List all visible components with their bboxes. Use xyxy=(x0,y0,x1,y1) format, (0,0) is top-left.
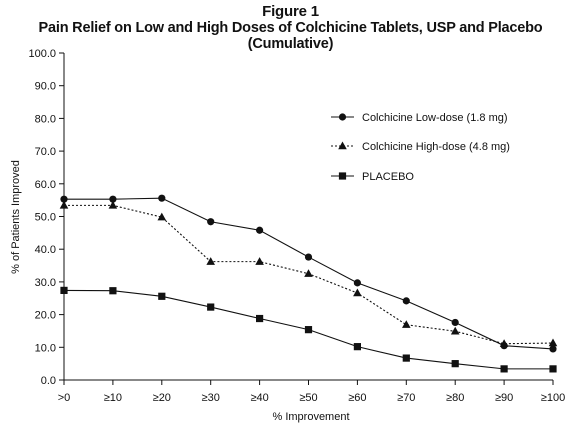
data-point-triangle xyxy=(402,320,411,328)
y-axis-label: % of Patients Improved xyxy=(10,160,22,274)
data-point-square xyxy=(304,326,313,334)
data-point-circle xyxy=(60,195,68,203)
data-point-square xyxy=(500,365,508,373)
data-point-triangle xyxy=(304,269,313,277)
x-tick-label: ≥10 xyxy=(104,392,122,404)
x-tick-label: ≥50 xyxy=(299,392,317,404)
y-axis-ticks: 0.0 10.0 20.0 30.0 40.0 50.0 60.0 70.0 80.0 90.0 1… xyxy=(28,48,64,387)
data-point-circle xyxy=(256,226,264,234)
x-tick-label: ≥90 xyxy=(495,392,513,404)
legend-label: Colchicine Low-dose (1.8 mg) xyxy=(362,112,508,124)
y-tick-label: 30.0 xyxy=(35,277,56,289)
data-point-square xyxy=(402,354,410,362)
figure-label: Figure 1 xyxy=(262,3,319,20)
data-point-square xyxy=(60,286,68,295)
data-point-triangle xyxy=(206,257,215,265)
x-tick-label: ≥30 xyxy=(202,392,220,404)
x-tick-label: ≥60 xyxy=(348,392,366,404)
y-tick-label: 10.0 xyxy=(35,342,56,354)
x-tick-label: ≥80 xyxy=(446,392,464,404)
x-tick-label: ≥20 xyxy=(153,392,171,404)
data-point-triangle xyxy=(108,200,118,209)
data-point-triangle xyxy=(157,212,167,221)
data-point-square xyxy=(353,343,361,351)
data-point-triangle xyxy=(499,339,509,347)
legend: Colchicine Low-dose (1.8 mg) Colchicine H… xyxy=(331,112,510,183)
legend-entry: Colchicine Low-dose (1.8 mg) xyxy=(331,112,508,124)
series-triangle xyxy=(59,200,558,347)
data-point-square xyxy=(158,292,166,300)
legend-entry: PLACEBO xyxy=(331,171,414,183)
data-point-triangle xyxy=(338,141,347,150)
data-point-circle xyxy=(402,297,410,305)
legend-label: PLACEBO xyxy=(362,171,414,183)
x-tick-label: ≥70 xyxy=(397,392,415,404)
chart-title: Pain Relief on Low and High Doses of Col… xyxy=(38,20,543,52)
y-tick-label: 70.0 xyxy=(35,146,56,158)
data-point-square xyxy=(451,360,459,368)
legend-entry: Colchicine High-dose (4.8 mg) xyxy=(331,141,510,153)
legend-label: Colchicine High-dose (4.8 mg) xyxy=(362,141,510,153)
data-point-triangle xyxy=(450,326,460,335)
y-tick-label: 0.0 xyxy=(41,375,56,387)
y-tick-label: 40.0 xyxy=(35,244,56,256)
data-point-circle xyxy=(353,279,361,287)
y-tick-label: 20.0 xyxy=(35,310,56,322)
y-tick-label: 60.0 xyxy=(35,179,56,191)
y-tick-label: 100.0 xyxy=(28,48,56,60)
data-point-circle xyxy=(207,218,215,226)
series-circle xyxy=(60,194,557,353)
x-tick-label: ≥40 xyxy=(250,392,268,404)
data-point-circle xyxy=(304,253,313,261)
data-point-square xyxy=(338,172,347,180)
data-point-circle xyxy=(158,194,166,202)
data-point-circle xyxy=(338,113,347,121)
data-point-triangle xyxy=(353,288,362,297)
data-point-circle xyxy=(109,195,117,203)
y-tick-label: 50.0 xyxy=(35,212,56,224)
data-point-circle xyxy=(549,345,557,353)
x-tick-label: ≥100 xyxy=(541,392,565,404)
data-point-triangle xyxy=(255,257,264,265)
x-tick-label: >0 xyxy=(58,392,71,404)
data-point-circle xyxy=(451,318,459,327)
data-point-triangle xyxy=(59,200,69,209)
x-axis-ticks: >0 ≥10 ≥20 ≥30 ≥40 ≥50 ≥60 ≥70 ≥80 ≥90 ≥100 xyxy=(58,380,565,404)
data-point-square xyxy=(207,303,215,311)
data-point-square xyxy=(256,314,264,323)
x-axis-label: % Improvement xyxy=(272,411,349,423)
axes xyxy=(59,53,553,385)
y-tick-label: 90.0 xyxy=(35,81,56,93)
y-tick-label: 80.0 xyxy=(35,113,56,125)
series-group xyxy=(59,194,558,373)
series-square xyxy=(60,286,557,373)
data-point-square xyxy=(109,287,117,295)
data-point-square xyxy=(549,365,557,373)
data-point-triangle xyxy=(548,338,558,347)
